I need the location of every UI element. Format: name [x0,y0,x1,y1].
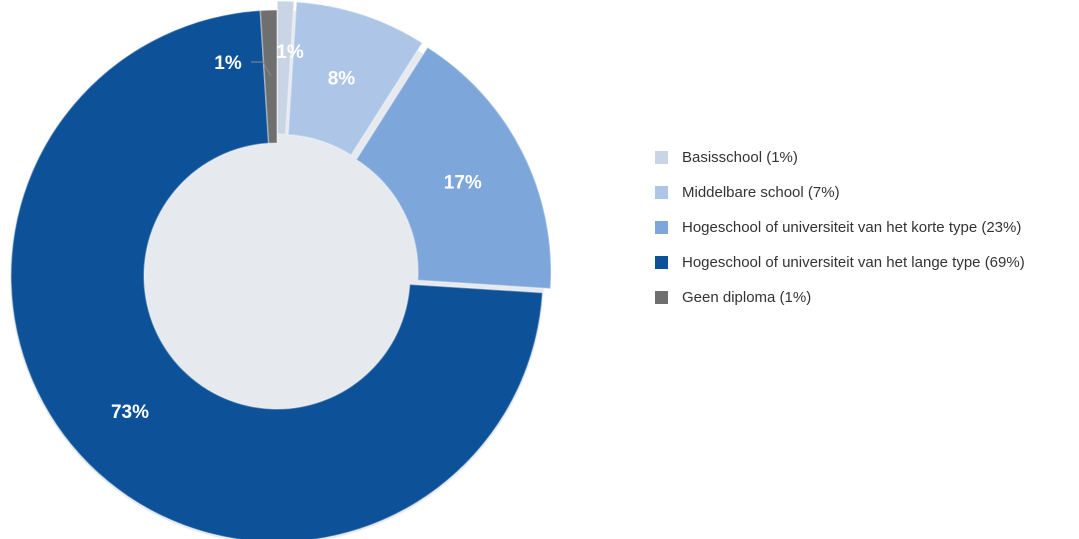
slice-geen-diploma [259,9,278,145]
legend-swatch-basisschool [655,151,668,164]
legend-item-basisschool: Basisschool (1%) [655,140,1025,175]
data-label-korte-type: 17% [444,172,482,193]
data-label-geen-diploma: 1% [214,53,242,74]
slice-basisschool [276,0,295,136]
legend-label-middelbare-school: Middelbare school (7%) [682,184,840,201]
legend-label-basisschool: Basisschool (1%) [682,149,798,166]
slice-korte-type [355,46,552,290]
data-label-lange-type: 73% [111,402,149,423]
legend-item-middelbare-school: Middelbare school (7%) [655,175,1025,210]
legend-swatch-middelbare-school [655,186,668,199]
legend-label-lange-type: Hogeschool of universiteit van het lange… [682,254,1025,271]
slice-lange-type [10,9,544,539]
legend-item-korte-type: Hogeschool of universiteit van het korte… [655,210,1025,245]
legend-item-geen-diploma: Geen diploma (1%) [655,280,1025,315]
data-label-basisschool: 1% [276,42,304,63]
legend-label-korte-type: Hogeschool of universiteit van het korte… [682,219,1022,236]
chart-legend: Basisschool (1%) Middelbare school (7%) … [655,140,1025,315]
data-label-middelbare-school: 8% [328,69,356,90]
legend-label-geen-diploma: Geen diploma (1%) [682,289,812,306]
legend-item-lange-type: Hogeschool of universiteit van het lange… [655,245,1025,280]
leader-line-geen-diploma [251,61,272,77]
legend-swatch-geen-diploma [655,291,668,304]
slice-middelbare-school [287,1,424,157]
legend-swatch-lange-type [655,256,668,269]
legend-swatch-korte-type [655,221,668,234]
